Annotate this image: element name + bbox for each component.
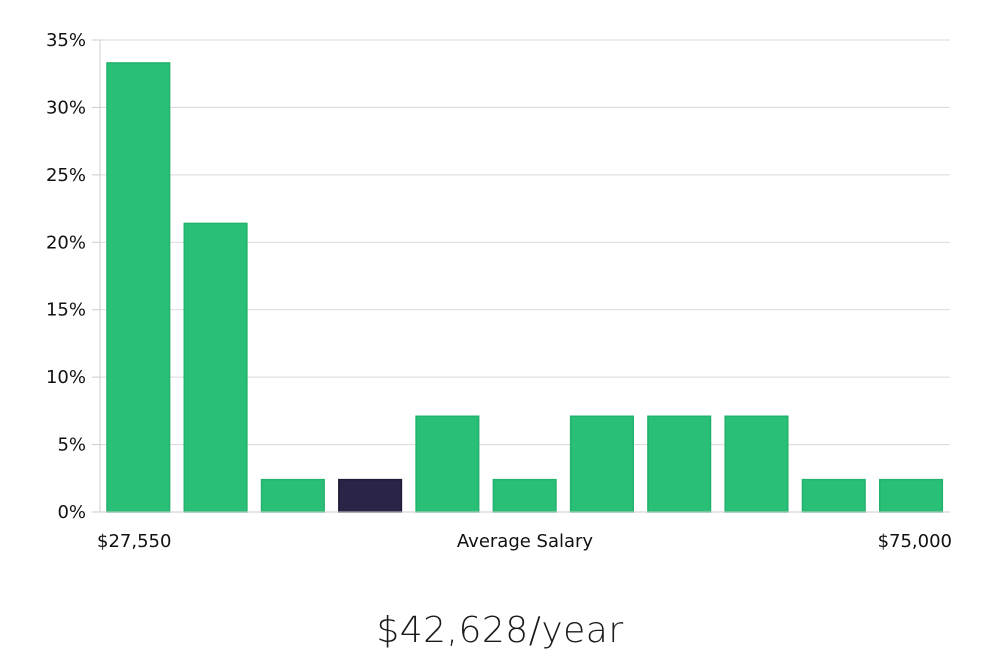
- x-min-label: $27,550: [97, 531, 171, 552]
- bar: [183, 222, 248, 513]
- y-tick-label: 20%: [46, 232, 86, 253]
- y-tick-label: 10%: [46, 367, 86, 388]
- bar: [724, 415, 789, 513]
- y-tick-label: 35%: [46, 30, 86, 51]
- average-salary-value: $42,628/year: [376, 610, 624, 651]
- bars: [106, 62, 944, 513]
- bar: [569, 415, 634, 513]
- salary-histogram: 0% 5% 10% 15% 20% 25% 30% 35% $27,550 Average S…: [46, 30, 952, 552]
- x-max-label: $75,000: [878, 531, 952, 552]
- bar: [492, 478, 557, 513]
- y-tick-label: 5%: [57, 435, 86, 456]
- bar: [260, 478, 325, 513]
- y-tick-label: 30%: [46, 97, 86, 118]
- y-tick-label: 25%: [46, 165, 86, 186]
- y-axis-ticks: 0% 5% 10% 15% 20% 25% 30% 35%: [46, 30, 100, 523]
- bar: [878, 478, 944, 513]
- bar-highlighted: [338, 478, 403, 513]
- y-tick-label: 15%: [46, 300, 86, 321]
- y-tick-label: 0%: [57, 502, 86, 523]
- bar: [801, 478, 866, 513]
- bar: [647, 415, 712, 513]
- bar: [106, 62, 171, 513]
- x-axis-title: Average Salary: [457, 531, 594, 552]
- bar: [415, 415, 480, 513]
